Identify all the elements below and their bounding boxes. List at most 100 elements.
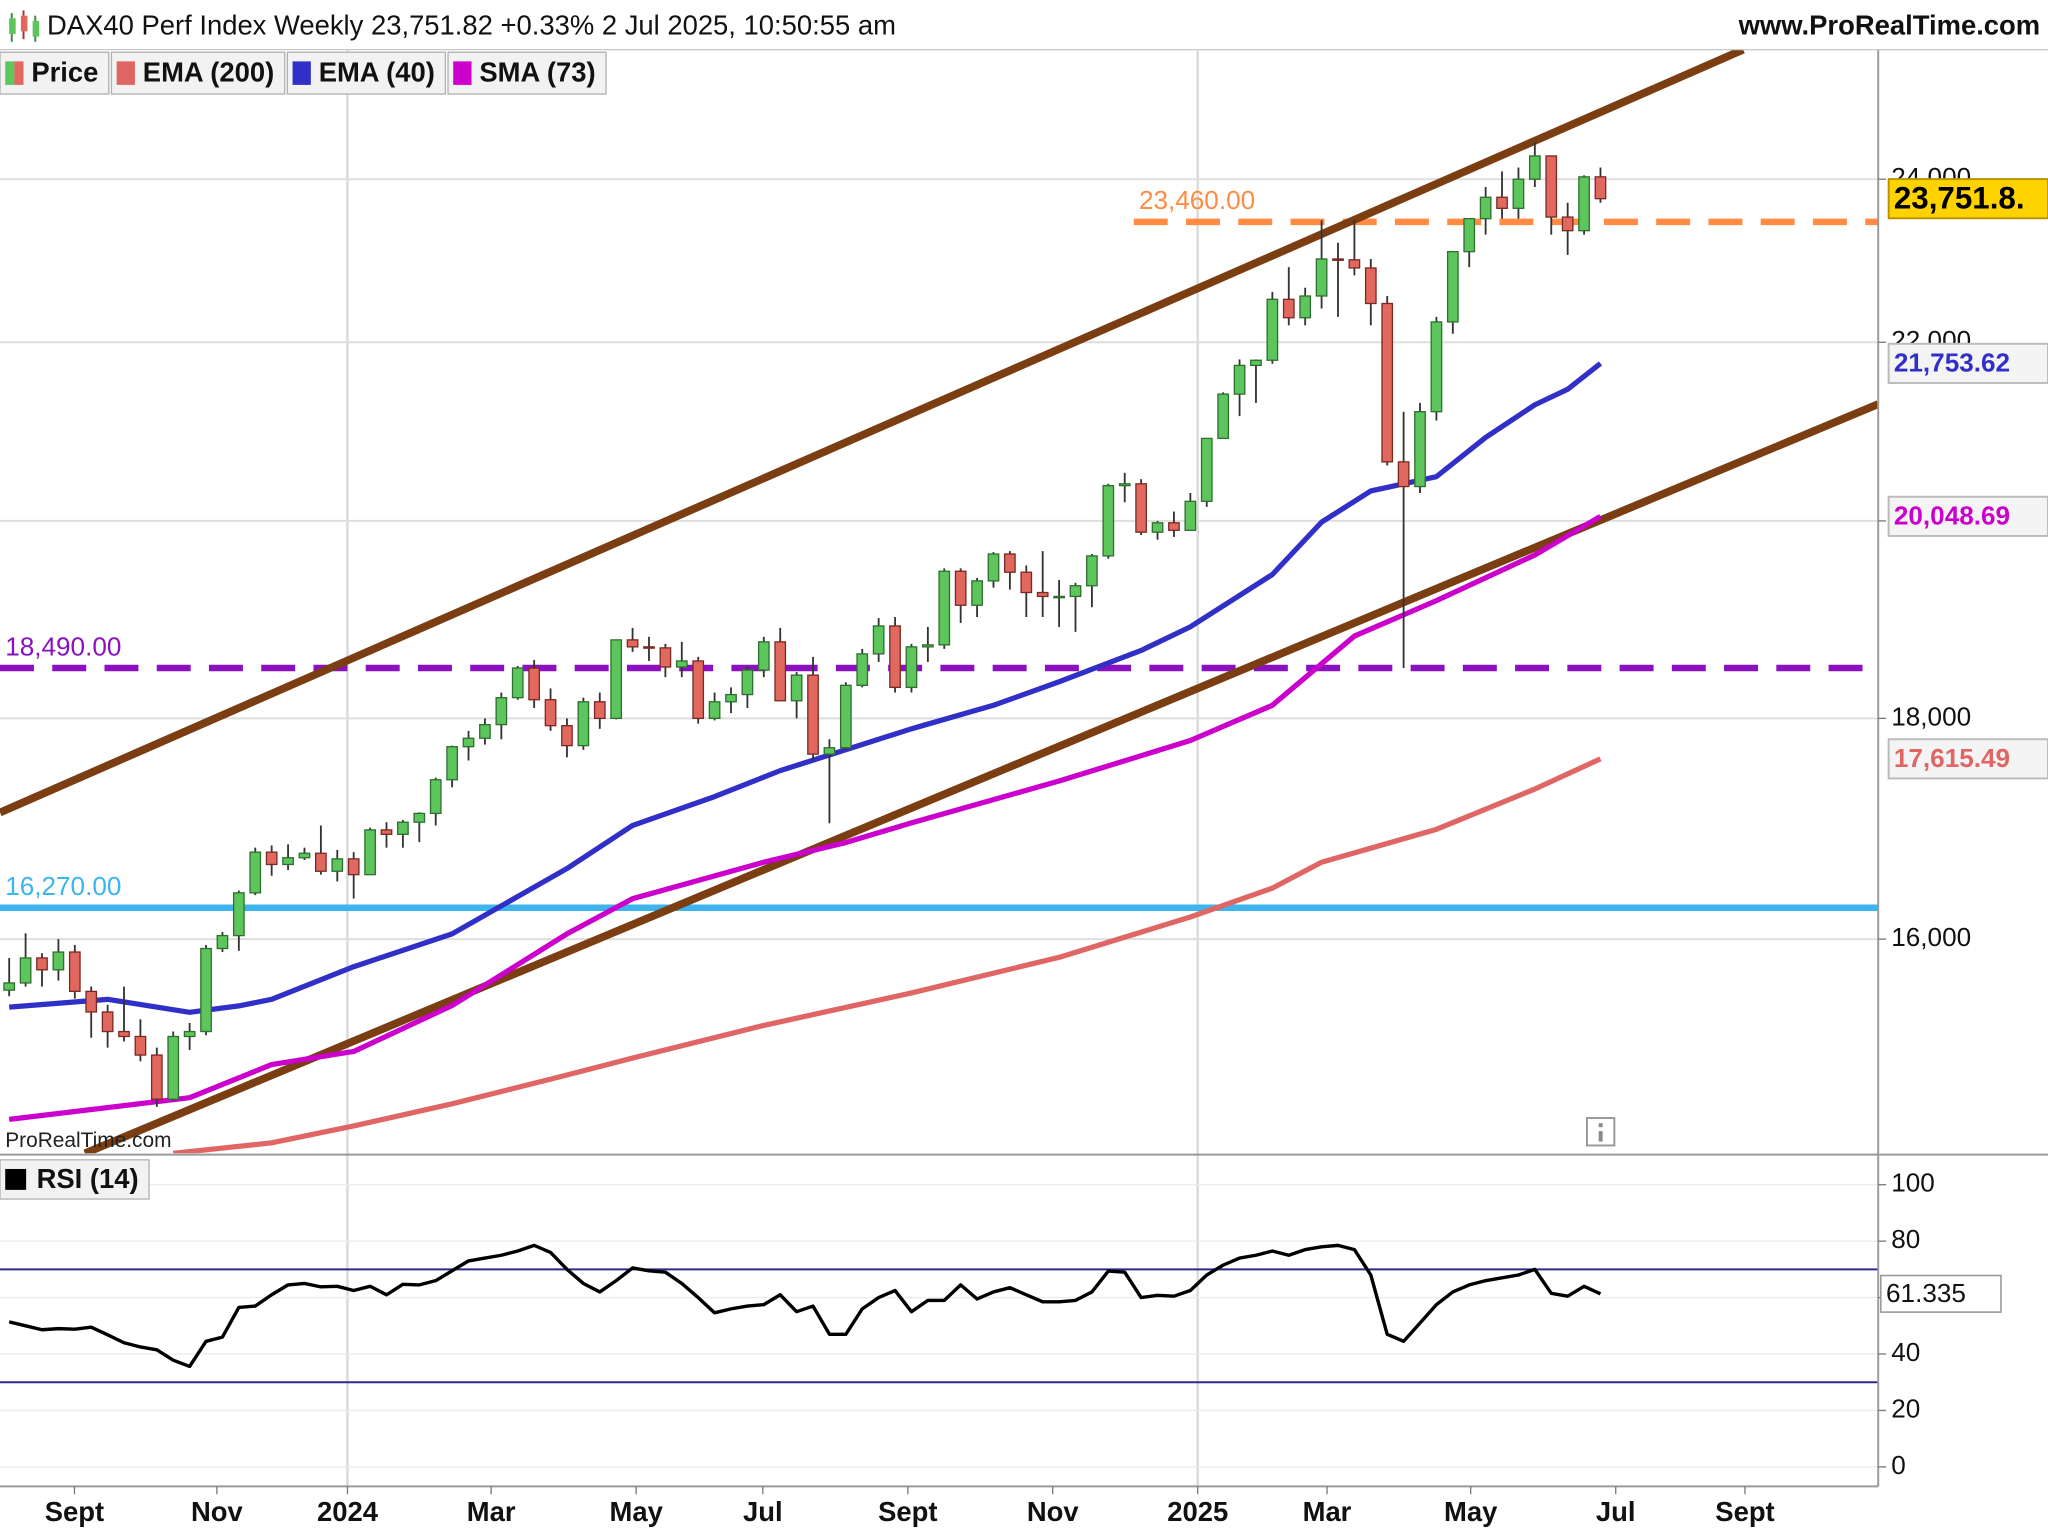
level-label: 16,270.00 — [5, 871, 121, 901]
legend-label: RSI (14) — [37, 1163, 139, 1194]
y-tick-label: 80 — [1891, 1224, 1920, 1254]
x-tick-label: Mar — [467, 1496, 516, 1527]
candle-body — [823, 747, 836, 755]
ma-line — [8, 361, 1603, 1015]
y-tick-label: 40 — [1891, 1337, 1920, 1367]
candle-body — [872, 625, 885, 655]
candle-body — [380, 829, 393, 835]
candle-body — [1053, 595, 1065, 599]
legend-box — [447, 51, 607, 95]
legend-label: SMA (73) — [479, 57, 595, 88]
frame — [0, 10, 2048, 1488]
candle-body — [134, 1035, 147, 1056]
candle-body — [183, 1030, 196, 1038]
candle-body — [905, 646, 918, 689]
price-box — [1887, 342, 2048, 384]
candle-body — [577, 701, 590, 747]
candle-body — [36, 957, 48, 971]
price-box — [1887, 178, 2048, 220]
candle-body — [68, 951, 81, 993]
price-box-label: 20,048.69 — [1894, 501, 2010, 531]
candle-body — [1151, 522, 1164, 533]
candle-body — [839, 684, 852, 749]
source-link[interactable]: www.ProRealTime.com — [1738, 10, 2041, 41]
rsi-plot — [0, 1243, 1879, 1384]
candle-body — [757, 641, 770, 671]
candle-body — [331, 858, 344, 872]
candle-body — [298, 852, 311, 859]
price-box-label: 21,753.62 — [1894, 348, 2010, 378]
candle-body — [1250, 359, 1262, 367]
candle-body — [1168, 522, 1180, 531]
x-tick-label: Sept — [878, 1496, 937, 1527]
candle-body — [265, 851, 278, 866]
candle-body — [19, 957, 32, 984]
y-tick-label: 20 — [1891, 1393, 1920, 1423]
candle-body — [1069, 585, 1082, 598]
candle-body — [1299, 295, 1312, 319]
y-tick-label: 0 — [1891, 1450, 1906, 1480]
x-tick-label: Jul — [743, 1496, 783, 1527]
info-icon[interactable] — [1585, 1117, 1616, 1147]
candle-body — [1528, 155, 1541, 180]
candle-body — [413, 812, 426, 823]
candle-body — [774, 641, 787, 702]
candle-body — [1594, 176, 1607, 200]
candle-body — [856, 653, 869, 686]
legend-label: Price — [31, 57, 98, 88]
candle-body — [1200, 437, 1213, 502]
candle-body — [1512, 178, 1525, 209]
candle-body — [1217, 393, 1230, 440]
x-tick-label: Sept — [45, 1496, 104, 1527]
candle-body — [659, 647, 672, 668]
candle-body — [561, 725, 573, 747]
x-tick-label: Jul — [1596, 1496, 1636, 1527]
candle-body — [1102, 484, 1115, 557]
candle-body — [150, 1054, 163, 1100]
x-tick-label: May — [610, 1496, 664, 1527]
axis-layer: 16,00018,00020,00022,00024,000SeptNov202… — [45, 162, 2048, 1527]
candle-body — [429, 779, 442, 815]
candle-body — [511, 667, 524, 699]
candle-body — [626, 639, 639, 648]
candle-body — [1364, 267, 1377, 305]
candle-body — [725, 693, 737, 703]
legend-label: EMA (200) — [143, 57, 274, 88]
y-tick-label: 100 — [1891, 1168, 1935, 1198]
price-box-label: 17,615.49 — [1894, 743, 2010, 773]
legend-item: Price — [0, 51, 110, 95]
rsi-line — [8, 1243, 1602, 1369]
candle-body — [347, 858, 360, 876]
legend-box — [110, 51, 286, 95]
price-box — [1880, 1274, 2002, 1313]
candle-body — [52, 951, 65, 971]
y-tick-label: 16,000 — [1891, 922, 1971, 952]
candle-body — [1266, 298, 1279, 361]
price-box-label: 61.335 — [1886, 1278, 1966, 1308]
x-tick-label: Mar — [1303, 1496, 1352, 1527]
candle-body — [1430, 321, 1443, 413]
ma-line — [172, 756, 1602, 1154]
legend-swatch — [292, 61, 311, 85]
candle-body — [708, 701, 721, 720]
legend-swatch — [453, 61, 472, 85]
legend-item: EMA (40) — [286, 51, 447, 95]
candle-body — [1479, 196, 1492, 220]
legend-swatch — [116, 61, 135, 85]
legend-item: SMA (73) — [447, 51, 607, 95]
candle-body — [249, 851, 262, 894]
x-tick-label: Nov — [191, 1496, 244, 1527]
candle-body — [938, 570, 951, 646]
candle-body — [1135, 483, 1148, 533]
candle-body — [971, 580, 983, 606]
candle-body — [1496, 196, 1508, 209]
legend-label: EMA (40) — [319, 57, 435, 88]
candle-body — [610, 639, 623, 720]
ma-line — [8, 514, 1602, 1122]
candle-body — [216, 934, 229, 950]
candle-body — [232, 892, 245, 937]
legend-item: EMA (200) — [110, 51, 286, 95]
candle-body — [1020, 571, 1033, 594]
